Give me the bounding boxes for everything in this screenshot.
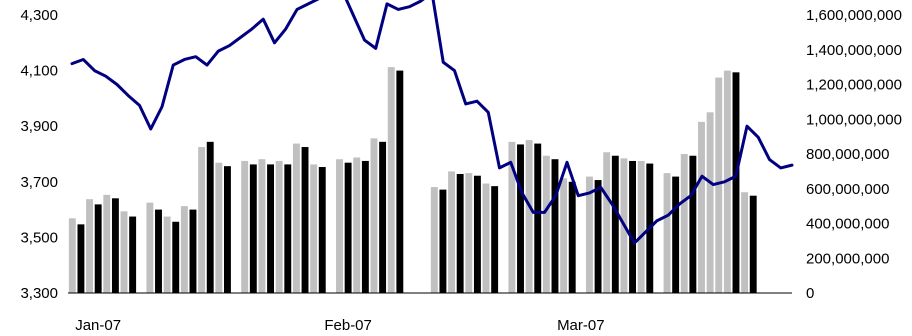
right-tick-label: 600,000,000 bbox=[806, 181, 889, 198]
bar-31 bbox=[361, 160, 369, 293]
bar-8 bbox=[146, 202, 154, 293]
bar-10 bbox=[163, 216, 171, 293]
bar-12 bbox=[180, 206, 188, 294]
bar-52 bbox=[586, 176, 593, 293]
right-tick-label: 800,000,000 bbox=[806, 146, 889, 163]
bar-6 bbox=[120, 211, 128, 293]
bar-29 bbox=[344, 162, 352, 293]
bar-4 bbox=[103, 194, 111, 293]
bar-51 bbox=[568, 181, 576, 293]
right-tick-label: 0 bbox=[806, 285, 814, 302]
bar-36 bbox=[430, 187, 438, 293]
bar-47 bbox=[534, 143, 542, 293]
bar-25 bbox=[301, 147, 309, 293]
bar-24 bbox=[292, 143, 300, 293]
right-tick-label: 1,600,000,000 bbox=[806, 7, 902, 24]
bar-39 bbox=[456, 173, 464, 293]
bar-2 bbox=[86, 199, 93, 293]
bar-35 bbox=[396, 70, 404, 293]
bar-33 bbox=[379, 141, 387, 293]
bar-42 bbox=[482, 183, 490, 293]
bar-14 bbox=[198, 147, 206, 293]
bar-65 bbox=[706, 112, 714, 293]
x-tick-label: Feb-07 bbox=[324, 317, 372, 334]
left-axis-ticks: 3,300 3,500 3,700 3,900 4,100 4,300 bbox=[20, 7, 58, 302]
bar-26 bbox=[310, 164, 318, 293]
right-tick-label: 1,200,000,000 bbox=[806, 77, 902, 94]
bar-13 bbox=[189, 209, 197, 293]
bar-17 bbox=[224, 166, 231, 293]
bar-22 bbox=[275, 160, 283, 293]
right-tick-label: 200,000,000 bbox=[806, 250, 889, 267]
bar-0 bbox=[68, 218, 76, 293]
line-series bbox=[70, 0, 794, 245]
bar-68 bbox=[732, 72, 740, 293]
bar-54 bbox=[603, 152, 611, 293]
bar-55 bbox=[611, 155, 619, 293]
right-axis-ticks: 0 200,000,000 400,000,000 600,000,000 800,00… bbox=[806, 7, 902, 302]
x-axis-ticks: Jan-07 Feb-07 Mar-07 bbox=[75, 317, 604, 334]
bar-69 bbox=[741, 192, 749, 293]
bar-44 bbox=[508, 141, 516, 293]
bar-46 bbox=[525, 140, 533, 293]
bar-30 bbox=[353, 157, 361, 293]
left-tick-label: 3,900 bbox=[20, 118, 58, 135]
bar-50 bbox=[560, 178, 568, 293]
bar-21 bbox=[267, 164, 274, 293]
right-tick-label: 1,400,000,000 bbox=[806, 42, 902, 59]
left-tick-label: 3,500 bbox=[20, 229, 58, 246]
bar-5 bbox=[111, 198, 119, 293]
index-line bbox=[70, 0, 794, 245]
bar-38 bbox=[448, 171, 455, 294]
bar-9 bbox=[155, 209, 162, 293]
bar-23 bbox=[284, 164, 292, 293]
bar-58 bbox=[637, 160, 645, 293]
bar-28 bbox=[336, 159, 343, 293]
bar-64 bbox=[698, 121, 705, 293]
bar-1 bbox=[77, 224, 85, 293]
left-tick-label: 3,700 bbox=[20, 174, 58, 191]
bar-20 bbox=[258, 159, 266, 293]
bar-70 bbox=[749, 195, 757, 293]
left-tick-label: 3,300 bbox=[20, 285, 58, 302]
bar-19 bbox=[249, 164, 257, 293]
bar-32 bbox=[370, 138, 378, 293]
bar-34 bbox=[387, 67, 395, 294]
bar-3 bbox=[94, 204, 102, 293]
bar-series bbox=[68, 67, 757, 294]
left-tick-label: 4,100 bbox=[20, 63, 58, 80]
bar-62 bbox=[680, 154, 688, 293]
right-tick-label: 1,000,000,000 bbox=[806, 111, 902, 128]
bar-45 bbox=[517, 144, 524, 293]
right-tick-label: 400,000,000 bbox=[806, 216, 889, 233]
x-tick-label: Mar-07 bbox=[557, 317, 605, 334]
bar-63 bbox=[689, 155, 697, 293]
bar-43 bbox=[491, 186, 499, 293]
bar-53 bbox=[594, 180, 602, 293]
bar-60 bbox=[663, 173, 671, 293]
bar-49 bbox=[551, 159, 559, 293]
bar-11 bbox=[172, 221, 180, 293]
bar-66 bbox=[715, 77, 723, 293]
bar-48 bbox=[542, 155, 550, 293]
bar-40 bbox=[465, 173, 473, 293]
bar-18 bbox=[241, 160, 249, 293]
bar-37 bbox=[439, 189, 447, 293]
x-tick-label: Jan-07 bbox=[75, 317, 121, 334]
bar-27 bbox=[318, 167, 326, 293]
bar-61 bbox=[672, 176, 680, 293]
bar-7 bbox=[129, 216, 137, 293]
bar-15 bbox=[206, 141, 214, 293]
bar-16 bbox=[215, 162, 223, 293]
left-tick-label: 4,300 bbox=[20, 7, 58, 24]
bar-41 bbox=[473, 175, 481, 293]
bar-57 bbox=[629, 160, 636, 293]
